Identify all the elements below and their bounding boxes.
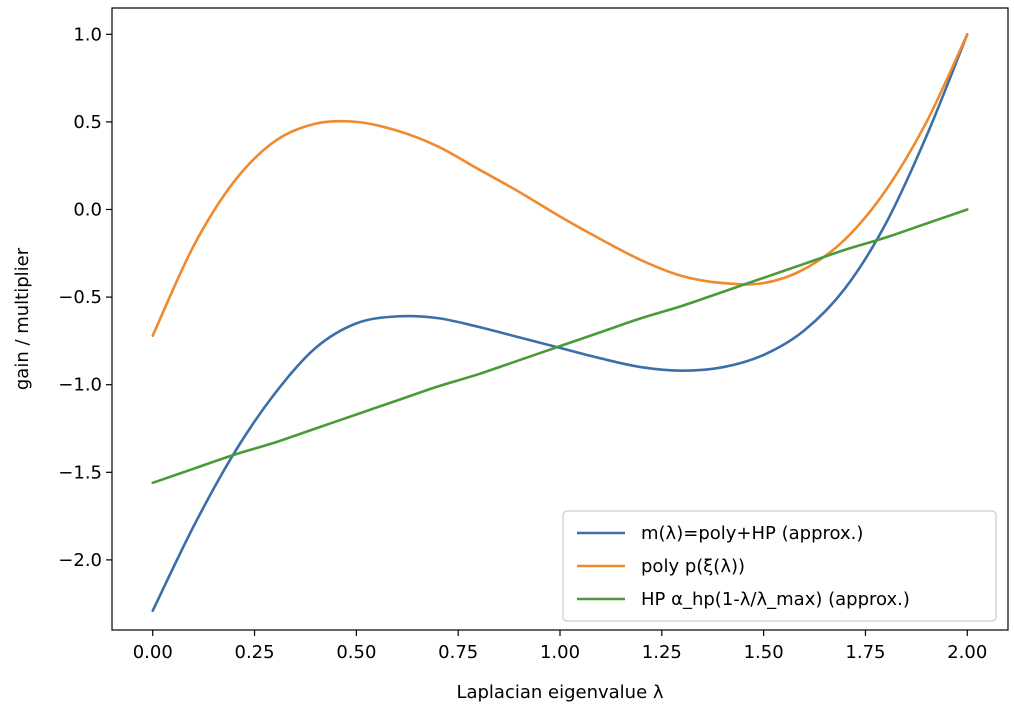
y-tick-label: 0.5 bbox=[73, 112, 102, 133]
x-tick-label: 1.50 bbox=[744, 642, 784, 663]
legend: m(λ)=poly+HP (approx.) poly p(ξ(λ)) HP α_h… bbox=[562, 510, 997, 622]
x-tick-label: 0.25 bbox=[235, 642, 275, 663]
x-tick-label: 0.00 bbox=[133, 642, 173, 663]
series-line-1 bbox=[151, 32, 969, 613]
legend-label: HP α_hp(1-λ/λ_max) (approx.) bbox=[641, 589, 910, 610]
x-axis: 0.00 0.25 0.50 0.75 1.00 1.25 1.50 1.75 2.00 bbox=[133, 630, 987, 663]
x-tick-label: 1.25 bbox=[642, 642, 682, 663]
legend-label: m(λ)=poly+HP (approx.) bbox=[641, 523, 863, 544]
y-tick-label: −2.0 bbox=[58, 550, 102, 571]
y-tick-label: 1.0 bbox=[73, 24, 102, 45]
x-tick-label: 2.00 bbox=[947, 642, 987, 663]
x-axis-label: Laplacian eigenvalue λ bbox=[456, 682, 663, 703]
y-tick-label: 0.0 bbox=[73, 199, 102, 220]
y-axis: −2.0 −1.5 −1.0 −0.5 0.0 0.5 1.0 bbox=[58, 24, 112, 571]
series-layer bbox=[151, 32, 969, 613]
legend-label: poly p(ξ(λ)) bbox=[641, 556, 745, 577]
y-tick-label: −0.5 bbox=[58, 287, 102, 308]
y-tick-label: −1.0 bbox=[58, 375, 102, 396]
x-tick-label: 1.75 bbox=[845, 642, 885, 663]
series-line-2 bbox=[151, 32, 969, 337]
x-tick-label: 1.00 bbox=[540, 642, 580, 663]
y-tick-label: −1.5 bbox=[58, 462, 102, 483]
y-axis-label: gain / multiplier bbox=[12, 247, 33, 390]
x-tick-label: 0.75 bbox=[438, 642, 478, 663]
series-line-3 bbox=[151, 208, 969, 485]
legend-box bbox=[562, 510, 997, 622]
x-tick-label: 0.50 bbox=[336, 642, 376, 663]
